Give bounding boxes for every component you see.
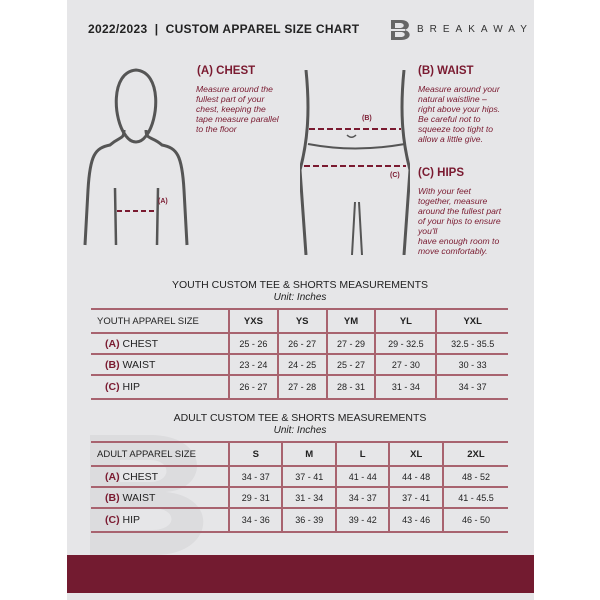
cell: 34 - 36 xyxy=(227,507,283,533)
size-header: YS xyxy=(276,308,327,334)
table-header-row: YOUTH APPAREL SIZE YXS YS YM YL YXL xyxy=(91,308,508,334)
lower-body-figure xyxy=(300,70,410,255)
cell: 23 - 24 xyxy=(228,353,278,376)
row-name: WAIST xyxy=(122,491,156,504)
cell: 30 - 33 xyxy=(435,353,508,376)
size-header: M xyxy=(281,441,336,467)
row-letter: (C) xyxy=(105,381,120,393)
size-header: 2XL xyxy=(441,441,508,467)
cell: 41 - 44 xyxy=(334,465,390,488)
page-title: 2022/2023 | CUSTOM APPAREL SIZE CHART xyxy=(88,22,360,36)
cell: 27 - 28 xyxy=(276,374,327,400)
cell: 48 - 52 xyxy=(441,465,508,488)
cell: 29 - 31 xyxy=(227,486,283,509)
row-name: HIP xyxy=(122,381,141,393)
waist-marker: (B) xyxy=(362,115,372,122)
cell: 24 - 25 xyxy=(276,353,327,376)
cell: 31 - 34 xyxy=(281,486,336,509)
cell: 29 - 32.5 xyxy=(374,332,437,355)
cell: 32.5 - 35.5 xyxy=(435,332,508,355)
adult-size-table: ADULT APPAREL SIZE S M L XL 2XL (A) CHES… xyxy=(91,441,508,533)
column-header: YOUTH APPAREL SIZE xyxy=(91,308,229,334)
adult-title: ADULT CUSTOM TEE & SHORTS MEASUREMENTS xyxy=(173,412,427,424)
size-header: L xyxy=(334,441,390,467)
cell: 46 - 50 xyxy=(441,507,508,533)
table-header-row: ADULT APPAREL SIZE S M L XL 2XL xyxy=(91,441,508,467)
row-letter: (A) xyxy=(105,470,120,483)
size-header: YL xyxy=(374,308,437,334)
row-name: HIP xyxy=(122,514,141,526)
waist-heading: (B) WAIST xyxy=(418,65,474,77)
cell: 25 - 26 xyxy=(228,332,278,355)
table-row: (C) HIP 26 - 27 27 - 28 28 - 31 31 - 34 34 -… xyxy=(91,374,508,400)
column-header: ADULT APPAREL SIZE xyxy=(91,441,229,467)
row-letter: (B) xyxy=(105,358,120,371)
hips-marker: (C) xyxy=(390,172,400,179)
brand-name: BREAKAWAY xyxy=(417,24,533,35)
breakaway-logo-icon xyxy=(385,20,410,40)
youth-title: YOUTH CUSTOM TEE & SHORTS MEASUREMENTS xyxy=(171,279,429,291)
footer-band xyxy=(67,555,534,593)
cell: 26 - 27 xyxy=(228,374,278,400)
cell: 41 - 45.5 xyxy=(441,486,508,509)
chest-description: Measure around the fullest part of your … xyxy=(196,84,279,134)
hips-description: With your feet together, measure around … xyxy=(418,186,502,256)
size-header: XL xyxy=(388,441,443,467)
waist-description: Measure around your natural waistline – … xyxy=(418,84,501,144)
row-label: (B) WAIST xyxy=(91,486,229,509)
row-label: (C) HIP xyxy=(91,507,229,533)
upper-body-figure xyxy=(83,68,189,246)
youth-section-title: YOUTH CUSTOM TEE & SHORTS MEASUREMENTS U… xyxy=(80,279,520,303)
table-row: (B) WAIST 23 - 24 24 - 25 25 - 27 27 - 30 30… xyxy=(91,353,508,376)
adult-section-title: ADULT CUSTOM TEE & SHORTS MEASUREMENTS U… xyxy=(80,412,520,436)
size-header: YXL xyxy=(435,308,508,334)
youth-size-table: YOUTH APPAREL SIZE YXS YS YM YL YXL (A) … xyxy=(91,308,508,400)
chest-heading: (A) CHEST xyxy=(197,65,256,77)
adult-unit: Unit: Inches xyxy=(273,425,327,436)
cell: 34 - 37 xyxy=(227,465,283,488)
size-header: S xyxy=(227,441,283,467)
cell: 37 - 41 xyxy=(281,465,336,488)
chest-marker: (A) xyxy=(158,198,168,205)
table-row: (A) CHEST 34 - 37 37 - 41 41 - 44 44 - 48 48… xyxy=(91,465,508,488)
cell: 34 - 37 xyxy=(334,486,390,509)
row-name: CHEST xyxy=(122,337,159,350)
table-row: (C) HIP 34 - 36 36 - 39 39 - 42 43 - 46 46 -… xyxy=(91,507,508,533)
cell: 36 - 39 xyxy=(281,507,336,533)
cell: 39 - 42 xyxy=(334,507,390,533)
youth-unit: Unit: Inches xyxy=(273,292,327,303)
row-name: WAIST xyxy=(122,358,156,371)
row-letter: (A) xyxy=(105,337,120,350)
cell: 28 - 31 xyxy=(325,374,376,400)
cell: 37 - 41 xyxy=(388,486,443,509)
cell: 34 - 37 xyxy=(435,374,508,400)
cell: 31 - 34 xyxy=(374,374,437,400)
size-header: YXS xyxy=(228,308,278,334)
row-name: CHEST xyxy=(122,470,159,483)
row-label: (B) WAIST xyxy=(91,353,229,376)
size-header: YM xyxy=(325,308,376,334)
row-letter: (C) xyxy=(105,514,120,526)
row-label: (A) CHEST xyxy=(91,465,229,488)
cell: 27 - 29 xyxy=(325,332,376,355)
hips-heading: (C) HIPS xyxy=(418,167,464,179)
table-row: (B) WAIST 29 - 31 31 - 34 34 - 37 37 - 41 41… xyxy=(91,486,508,509)
cell: 44 - 48 xyxy=(388,465,443,488)
row-label: (A) CHEST xyxy=(91,332,229,355)
cell: 27 - 30 xyxy=(374,353,437,376)
row-letter: (B) xyxy=(105,491,120,504)
table-row: (A) CHEST 25 - 26 26 - 27 27 - 29 29 - 32.5… xyxy=(91,332,508,355)
cell: 25 - 27 xyxy=(325,353,376,376)
cell: 26 - 27 xyxy=(276,332,327,355)
row-label: (C) HIP xyxy=(91,374,229,400)
cell: 43 - 46 xyxy=(388,507,443,533)
